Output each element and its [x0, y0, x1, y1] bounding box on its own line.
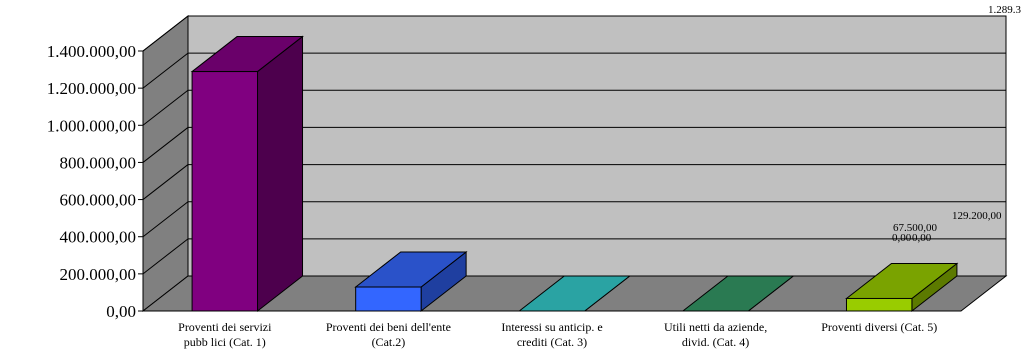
y-tick-label: 800.000,00 [60, 153, 137, 172]
back-wall [187, 15, 1007, 277]
x-tick-label: (Cat.2) [372, 335, 406, 349]
y-tick-label: 0,00 [106, 302, 136, 321]
gridline-side [142, 201, 189, 238]
bar [191, 71, 259, 312]
data-label: 0,00 [912, 232, 932, 244]
gridline-side [142, 127, 189, 163]
x-tick-label: Proventi dei beni dell'ente [326, 320, 451, 334]
data-label: 0,00 [892, 232, 912, 244]
x-tick-label: divid. (Cat. 4) [682, 335, 749, 349]
x-tick-label: Utili netti da aziende, [664, 320, 767, 334]
y-tick-label: 400.000,00 [60, 228, 137, 247]
bar-top [681, 275, 795, 312]
gridline-side [142, 89, 189, 126]
bar-top [517, 275, 632, 312]
y-tick-label: 1.200.000,00 [47, 79, 136, 98]
x-tick-label: crediti (Cat. 3) [517, 335, 587, 349]
bar [845, 297, 913, 312]
bars [190, 35, 959, 313]
y-tick-label: 1.400.000,00 [47, 42, 136, 61]
y-tick-label: 200.000,00 [60, 265, 137, 284]
data-label: 129.200,00 [952, 210, 1002, 222]
side-wall [142, 14, 189, 313]
gridline-side [142, 164, 189, 200]
gridline-side [142, 238, 189, 275]
x-tick-label: pubb lici (Cat. 1) [184, 335, 266, 349]
gridline-side [142, 52, 189, 89]
bar-side [257, 35, 304, 313]
gridlines [142, 15, 1006, 275]
x-tick-label: Proventi dei servizi [178, 320, 272, 334]
data-label: 67.500,00 [893, 222, 938, 234]
x-tick-label: Proventi diversi (Cat. 5) [821, 320, 937, 334]
y-axis-ticks: 0,00 200.000,00 400.000,00 600.000,00 800.00… [47, 42, 144, 321]
data-label: 1.289.3 [988, 4, 1021, 16]
x-tick-label: Interessi su anticip. e [501, 320, 602, 334]
y-tick-label: 1.000.000,00 [47, 116, 136, 135]
y-tick-label: 600.000,00 [60, 191, 137, 210]
gridline-side [142, 15, 189, 52]
bar [355, 286, 422, 312]
